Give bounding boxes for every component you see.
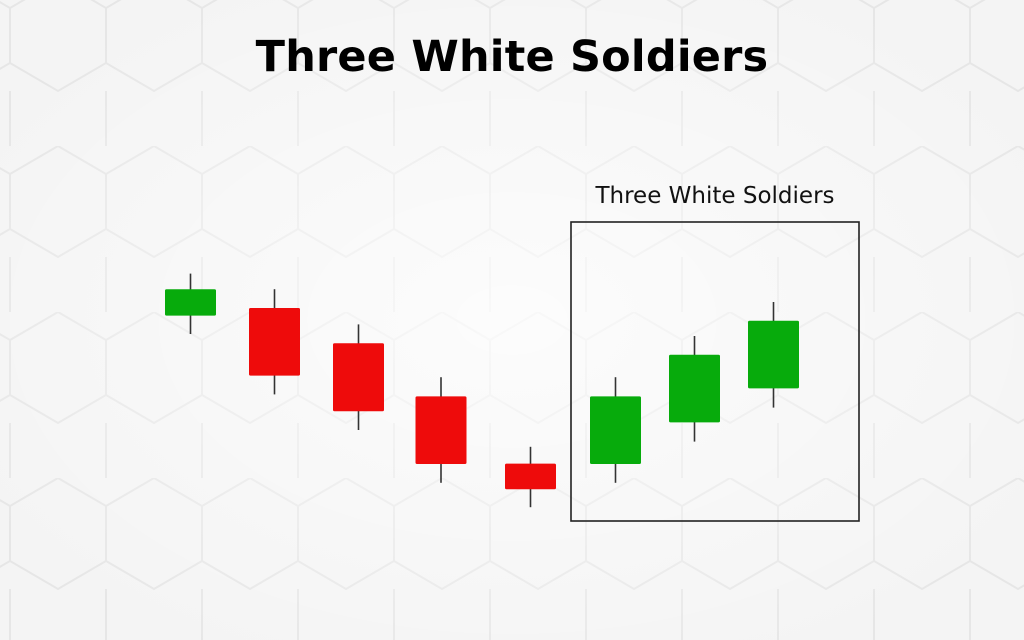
bearish-candle-body [333, 343, 384, 412]
bearish-candle-body [249, 308, 300, 376]
candle [505, 446, 556, 508]
bullish-candle-body [669, 354, 720, 423]
candle [748, 302, 799, 408]
bullish-candle-body [590, 396, 641, 464]
pattern-box-layer [570, 221, 860, 522]
candle [415, 377, 467, 483]
candle [165, 273, 216, 334]
candle [249, 289, 300, 395]
bearish-candle-body [505, 463, 556, 490]
pattern-box-label: Three White Soldiers [595, 183, 835, 209]
candles-layer [165, 273, 799, 508]
chart-title: Three White Soldiers [255, 32, 769, 82]
pattern-highlight-box [570, 221, 860, 522]
bearish-candle-body [415, 396, 467, 464]
bullish-candle-body [748, 320, 799, 389]
candle [333, 324, 384, 430]
bullish-candle-body [165, 289, 216, 316]
candle [590, 377, 641, 483]
candle [669, 336, 720, 442]
